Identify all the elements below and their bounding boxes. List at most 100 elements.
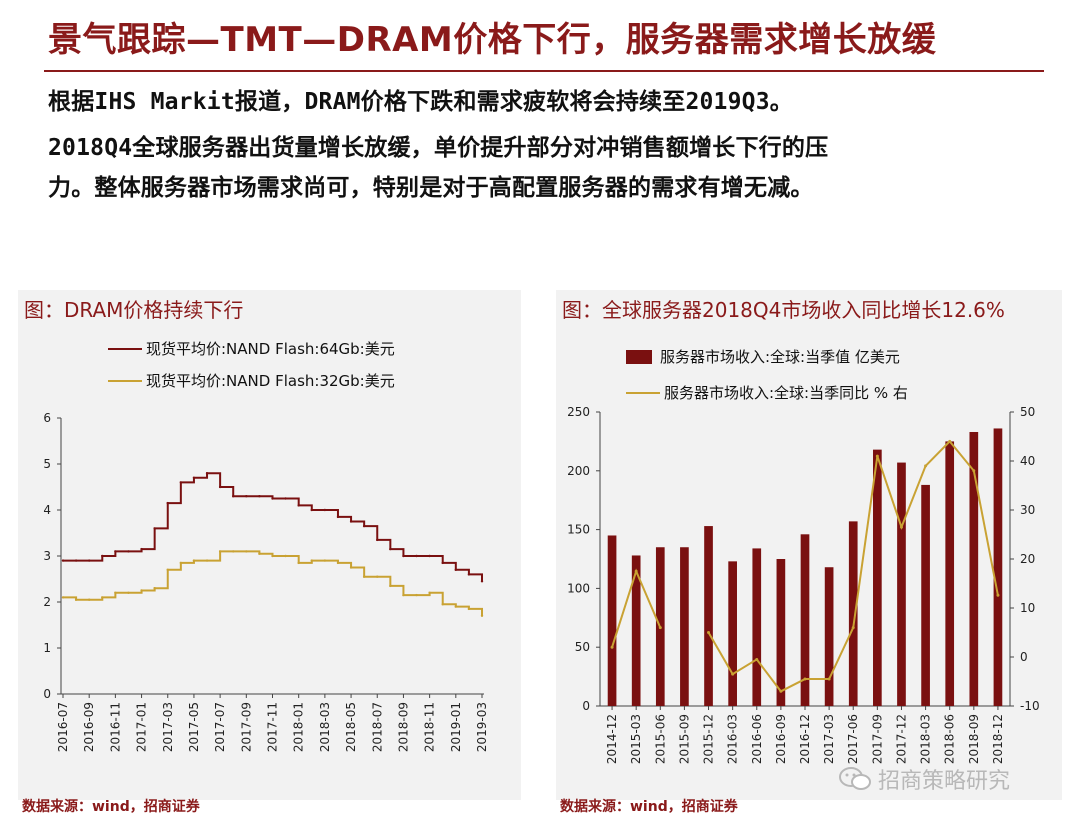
data-point-32gb	[310, 559, 313, 562]
yoy-point	[972, 469, 976, 473]
yoy-point	[875, 454, 879, 458]
data-point-64gb	[245, 495, 248, 498]
x-tick-label: 2018-12	[991, 714, 1005, 764]
x-tick-label: 2015-03	[629, 714, 643, 764]
title-divider	[44, 70, 1044, 72]
revenue-bar	[848, 521, 858, 706]
revenue-bar	[800, 534, 810, 706]
legend-label-revenue: 服务器市场收入:全球:当季值 亿美元	[660, 348, 900, 366]
data-point-32gb	[114, 591, 117, 594]
data-point-32gb	[258, 552, 261, 555]
data-point-32gb	[153, 587, 156, 590]
watermark-text: 招商策略研究	[878, 769, 1011, 794]
revenue-bar	[752, 548, 762, 706]
x-tick-label: 2016-09	[774, 714, 788, 764]
server-revenue-chart-panel: 图：全球服务器2018Q4市场收入同比增长12.6% 服务器市场收入:全球:当季…	[556, 290, 1062, 800]
data-point-64gb	[61, 559, 65, 562]
x-tick-label: 2016-03	[726, 714, 740, 764]
data-point-32gb	[428, 591, 431, 594]
revenue-bar	[776, 559, 786, 706]
data-point-32gb	[480, 614, 484, 617]
data-point-32gb	[245, 550, 248, 553]
data-point-64gb	[415, 554, 418, 558]
data-point-64gb	[480, 580, 484, 583]
data-point-32gb	[205, 559, 209, 562]
data-point-32gb	[271, 554, 274, 558]
y-tick-label: 2	[43, 595, 51, 609]
data-point-64gb	[127, 550, 130, 553]
yoy-point	[948, 439, 952, 443]
revenue-bar	[921, 484, 930, 706]
revenue-bar	[728, 561, 737, 706]
data-point-32gb	[74, 598, 78, 601]
x-tick-label: 2017-11	[266, 702, 280, 752]
data-point-64gb	[140, 547, 143, 551]
right-y-tick-label: 0	[1020, 650, 1028, 664]
legend-swatch-revenue	[626, 349, 652, 364]
data-point-32gb	[284, 554, 287, 558]
server-chart-title: 图：全球服务器2018Q4市场收入同比增长12.6%	[562, 298, 1005, 322]
data-point-32gb	[323, 559, 327, 562]
yoy-point	[610, 645, 614, 649]
dram-chart-title: 图：DRAM价格持续下行	[24, 298, 244, 322]
data-point-32gb	[61, 596, 65, 599]
x-tick-label: 2017-09	[870, 714, 884, 764]
yoy-point	[803, 677, 807, 681]
x-tick-label: 2018-01	[292, 702, 306, 752]
data-point-32gb	[297, 561, 300, 565]
data-point-32gb	[362, 575, 366, 578]
data-point-64gb	[467, 573, 471, 576]
left-y-tick-label: 50	[575, 640, 590, 654]
data-point-64gb	[271, 497, 274, 500]
series-line-64gb	[63, 472, 483, 582]
legend-label-64gb: 现货平均价:NAND Flash:64Gb:美元	[146, 340, 395, 358]
y-tick-label: 4	[43, 503, 51, 517]
series-line-32gb	[63, 550, 483, 616]
data-point-64gb	[389, 547, 392, 551]
data-point-64gb	[297, 504, 300, 507]
legend-item-yoy: 服务器市场收入:全球:当季同比 % 右	[626, 382, 908, 403]
data-point-32gb	[349, 566, 353, 569]
data-point-64gb	[454, 568, 458, 571]
yoy-point	[924, 464, 928, 468]
revenue-bar	[631, 555, 641, 706]
revenue-bar	[969, 431, 979, 706]
data-point-64gb	[402, 554, 405, 558]
right-y-tick-label: 40	[1020, 454, 1035, 468]
x-tick-label: 2017-03	[161, 702, 175, 752]
data-point-32gb	[402, 593, 405, 597]
yoy-point	[731, 672, 735, 676]
yoy-point	[779, 689, 783, 693]
left-source-note: 数据来源：wind，招商证券	[22, 799, 200, 815]
data-point-32gb	[127, 591, 130, 594]
data-point-64gb	[336, 515, 340, 519]
data-point-64gb	[74, 559, 78, 562]
x-tick-label: 2018-11	[423, 702, 437, 752]
yoy-point	[634, 569, 638, 573]
data-point-64gb	[114, 550, 117, 553]
data-point-32gb	[87, 598, 91, 601]
legend-swatch-32gb	[108, 379, 142, 382]
data-point-64gb	[218, 485, 222, 489]
summary-paragraph-2-line-1: 2018Q4全球服务器出货量增长放缓，单价提升部分对冲销售额增长下行的压	[48, 135, 829, 161]
data-point-32gb	[376, 575, 379, 578]
summary-paragraph-2-line-2: 力。整体服务器市场需求尚可，特别是对于高配置服务器的需求有增无减。	[48, 175, 814, 201]
dram-price-chart-panel: 图：DRAM价格持续下行 现货平均价:NAND Flash:64Gb:美元 现货…	[18, 290, 521, 800]
data-point-64gb	[232, 495, 235, 498]
yoy-point	[851, 626, 855, 630]
x-tick-label: 2016-11	[108, 702, 122, 752]
legend-label-32gb: 现货平均价:NAND Flash:32Gb:美元	[146, 372, 395, 390]
revenue-bar	[993, 428, 1003, 706]
x-tick-label: 2016-12	[798, 714, 812, 764]
x-tick-label: 2018-03	[919, 714, 933, 764]
revenue-bar	[873, 449, 882, 706]
legend-swatch-64gb	[108, 347, 142, 350]
revenue-bar	[945, 441, 955, 706]
left-y-tick-label: 100	[567, 581, 590, 595]
revenue-bar	[824, 567, 834, 706]
x-tick-label: 2017-12	[894, 714, 908, 764]
data-point-64gb	[179, 481, 183, 484]
revenue-bar	[704, 526, 713, 706]
right-y-tick-label: -10	[1020, 699, 1040, 713]
data-point-32gb	[454, 605, 458, 608]
